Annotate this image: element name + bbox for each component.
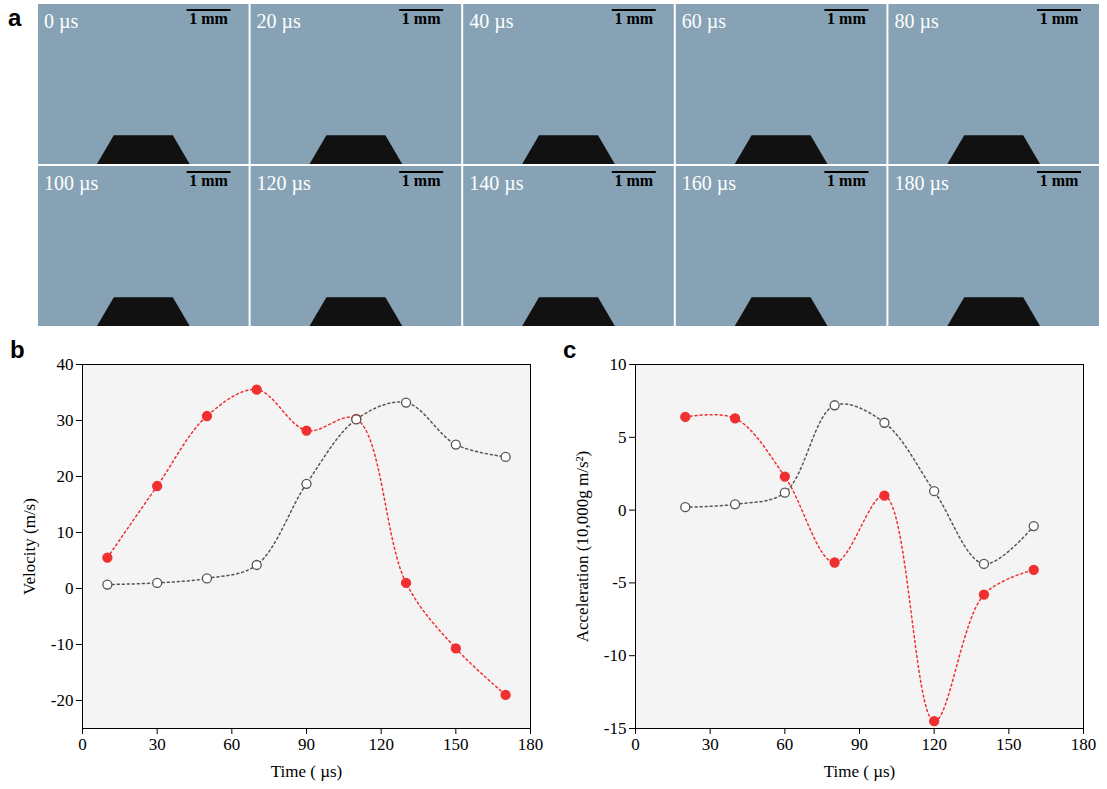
svg-text:0: 0 [78, 735, 87, 754]
svg-text:Acceleration (10,000g m/s²): Acceleration (10,000g m/s²) [573, 451, 592, 643]
svg-text:0 µs: 0 µs [44, 10, 79, 33]
svg-text:180: 180 [518, 735, 544, 754]
svg-text:180: 180 [1071, 735, 1097, 754]
svg-text:1 mm: 1 mm [402, 172, 441, 189]
svg-text:100 µs: 100 µs [44, 172, 99, 195]
svg-text:-10: -10 [51, 635, 74, 654]
svg-text:40 µs: 40 µs [469, 10, 514, 33]
svg-text:40: 40 [57, 355, 74, 374]
svg-text:60 µs: 60 µs [682, 10, 727, 33]
svg-text:160 µs: 160 µs [682, 172, 737, 195]
svg-text:150: 150 [443, 735, 469, 754]
svg-text:0: 0 [631, 735, 640, 754]
svg-text:150: 150 [996, 735, 1022, 754]
svg-text:-5: -5 [612, 573, 626, 592]
html-text:b: b [10, 336, 25, 363]
svg-text:60: 60 [776, 735, 793, 754]
svg-text:30: 30 [702, 735, 719, 754]
svg-text:-10: -10 [604, 646, 627, 665]
svg-text:Time ( µs): Time ( µs) [271, 762, 343, 781]
svg-text:180 µs: 180 µs [894, 172, 949, 195]
svg-text:20 µs: 20 µs [257, 10, 302, 33]
svg-text:5: 5 [618, 428, 627, 447]
svg-text:140 µs: 140 µs [469, 172, 524, 195]
svg-text:120: 120 [368, 735, 394, 754]
svg-text:80 µs: 80 µs [894, 10, 939, 33]
svg-text:-15: -15 [604, 719, 627, 738]
svg-text:1 mm: 1 mm [1040, 172, 1079, 189]
svg-text:30: 30 [57, 411, 74, 430]
svg-text:1 mm: 1 mm [614, 172, 653, 189]
svg-text:20: 20 [57, 467, 74, 486]
svg-text:0: 0 [618, 501, 627, 520]
svg-text:60: 60 [223, 735, 240, 754]
svg-text:1 mm: 1 mm [1040, 10, 1079, 27]
svg-text:90: 90 [298, 735, 315, 754]
svg-text:1 mm: 1 mm [827, 10, 866, 27]
svg-text:120 µs: 120 µs [257, 172, 312, 195]
svg-text:1 mm: 1 mm [614, 10, 653, 27]
svg-text:1 mm: 1 mm [402, 10, 441, 27]
svg-text:-20: -20 [51, 691, 74, 710]
svg-text:90: 90 [851, 735, 868, 754]
svg-text:120: 120 [921, 735, 947, 754]
html-text:a: a [8, 4, 22, 31]
svg-text:0: 0 [65, 579, 74, 598]
svg-text:1 mm: 1 mm [189, 172, 228, 189]
svg-text:10: 10 [57, 523, 74, 542]
svg-text:Time ( µs): Time ( µs) [824, 762, 896, 781]
svg-text:1 mm: 1 mm [189, 10, 228, 27]
svg-text:10: 10 [610, 355, 627, 374]
svg-text:1 mm: 1 mm [827, 172, 866, 189]
svg-text:30: 30 [149, 735, 166, 754]
html-text:c: c [563, 336, 577, 363]
svg-text:Velocity (m/s): Velocity (m/s) [20, 498, 39, 595]
